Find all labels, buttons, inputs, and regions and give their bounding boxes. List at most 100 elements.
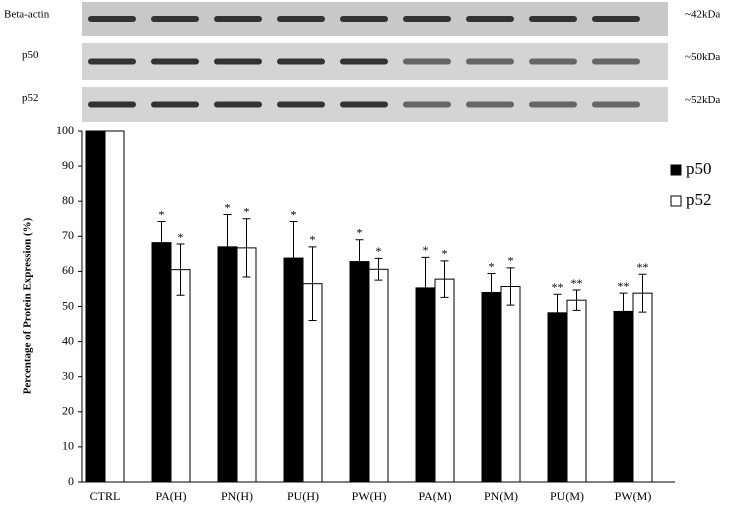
blot-band xyxy=(214,101,262,108)
y-tick-label: 30 xyxy=(62,368,74,382)
bar xyxy=(434,278,455,483)
y-tick-label: 80 xyxy=(62,193,74,207)
y-tick-label: 90 xyxy=(62,158,74,172)
blot-band xyxy=(592,16,640,22)
significance-label: * xyxy=(442,247,448,261)
significance-label: * xyxy=(508,254,514,268)
error-bar xyxy=(176,243,185,296)
blot-band xyxy=(340,101,388,108)
x-tick-label: PW(M) xyxy=(615,489,652,503)
blot-label: Beta-actin xyxy=(4,9,50,21)
blot-size: ~52kDa xyxy=(685,94,720,106)
y-axis-label: Percentage of Protein Expression (%) xyxy=(22,217,34,394)
significance-label: ** xyxy=(571,276,583,290)
bar xyxy=(170,269,191,483)
blot-band xyxy=(277,101,325,108)
bar xyxy=(349,261,370,483)
blot-band xyxy=(340,16,388,22)
significance-label: * xyxy=(244,205,250,219)
bar xyxy=(481,291,502,483)
significance-label: * xyxy=(178,230,184,244)
bar xyxy=(104,130,125,483)
x-tick-label: PA(M) xyxy=(419,489,452,503)
blot-band xyxy=(340,58,388,65)
x-tick-label: PU(H) xyxy=(287,489,319,503)
significance-label: * xyxy=(310,233,316,247)
legend-label: p52 xyxy=(686,190,712,209)
blot-band xyxy=(592,101,640,108)
bar xyxy=(85,130,106,483)
bar xyxy=(236,247,257,483)
y-tick-label: 20 xyxy=(62,404,74,418)
y-tick-label: 0 xyxy=(68,474,74,488)
blot-band xyxy=(88,16,136,22)
blot-label: p52 xyxy=(22,92,39,104)
blot-band xyxy=(592,58,640,65)
bar xyxy=(217,246,238,483)
x-tick-label: PN(H) xyxy=(221,489,253,503)
x-tick-label: PN(M) xyxy=(484,489,518,503)
error-bar xyxy=(619,292,628,331)
blot-band xyxy=(529,16,577,22)
y-tick-label: 60 xyxy=(62,263,74,277)
significance-label: * xyxy=(423,243,429,257)
significance-label: ** xyxy=(552,280,564,294)
y-tick-label: 70 xyxy=(62,228,74,242)
bar xyxy=(500,285,521,483)
blot-label: p50 xyxy=(22,49,39,61)
x-tick-label: CTRL xyxy=(90,489,121,503)
error-bar xyxy=(572,289,581,311)
error-bar xyxy=(440,260,449,298)
x-tick-label: PA(H) xyxy=(156,489,187,503)
bar xyxy=(632,292,653,483)
error-bar xyxy=(374,257,383,281)
blot-band xyxy=(466,16,514,22)
y-tick-label: 40 xyxy=(62,333,74,347)
significance-label: ** xyxy=(637,260,649,274)
blot-band xyxy=(466,58,514,65)
significance-label: * xyxy=(376,244,382,258)
blot-band xyxy=(151,16,199,22)
legend-swatch xyxy=(670,164,682,176)
blot-band xyxy=(529,58,577,65)
error-bar xyxy=(638,273,647,313)
significance-label: ** xyxy=(618,279,630,293)
significance-label: * xyxy=(225,200,231,214)
y-tick-label: 50 xyxy=(62,298,74,312)
blot-size: ~50kDa xyxy=(685,51,720,63)
significance-label: * xyxy=(489,259,495,273)
legend-swatch xyxy=(670,195,682,207)
legend-label: p50 xyxy=(686,159,712,178)
significance-label: * xyxy=(357,226,363,240)
error-bar xyxy=(355,239,364,284)
error-bar xyxy=(421,256,430,319)
error-bar xyxy=(553,293,562,332)
bar xyxy=(151,242,172,483)
y-tick-label: 10 xyxy=(62,439,74,453)
error-bar xyxy=(157,221,166,265)
error-bar xyxy=(242,218,251,278)
blot-band xyxy=(529,101,577,108)
blot-band xyxy=(277,16,325,22)
blot-band xyxy=(88,58,136,65)
error-bar xyxy=(289,221,298,296)
y-tick-label: 100 xyxy=(56,123,74,137)
bar xyxy=(613,310,634,483)
blot-band xyxy=(466,101,514,108)
bar xyxy=(547,312,568,483)
significance-label: * xyxy=(159,207,165,221)
blot-band xyxy=(403,101,451,108)
error-bar xyxy=(506,267,515,306)
blot-band xyxy=(403,58,451,65)
blot-size: ~42kDa xyxy=(685,9,720,21)
significance-label: * xyxy=(291,207,297,221)
error-bar xyxy=(223,214,232,280)
blot-band xyxy=(214,58,262,65)
bar xyxy=(566,299,587,483)
error-bar xyxy=(308,246,317,322)
bar xyxy=(368,268,389,483)
blot-band xyxy=(277,58,325,65)
blot-band xyxy=(88,101,136,108)
x-tick-label: PU(M) xyxy=(550,489,584,503)
